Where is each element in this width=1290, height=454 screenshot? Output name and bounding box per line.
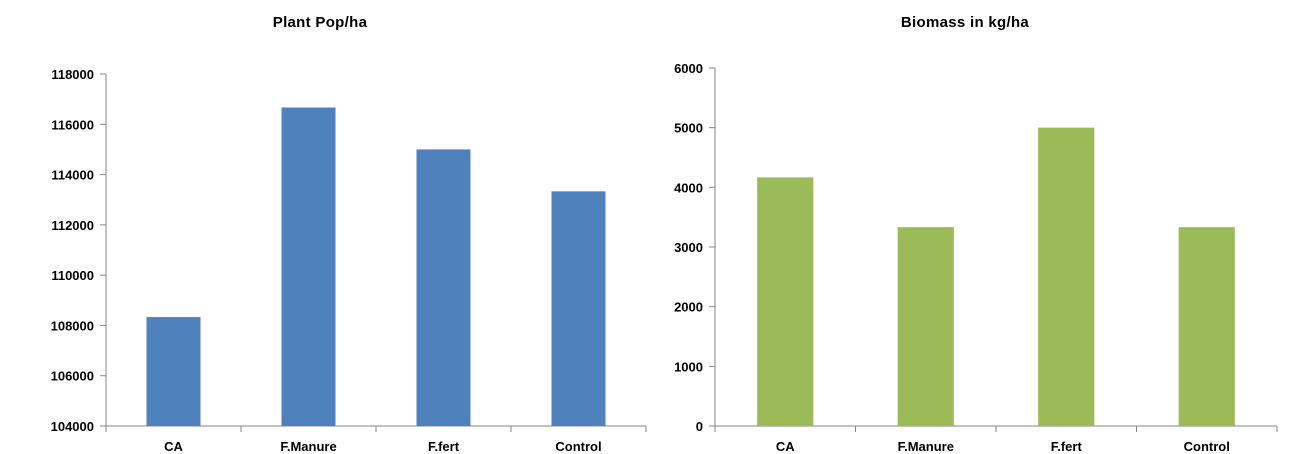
y-tick-label: 108000 (51, 318, 94, 333)
bar-control (551, 191, 606, 426)
y-tick-label: 112000 (51, 218, 94, 233)
y-tick-label: 0 (696, 419, 703, 434)
plant-pop-chart: Plant Pop/ha 104000 106000 108000 110000 112… (0, 0, 647, 454)
x-tick-label: F.Manure (280, 439, 336, 454)
x-tick-label: Control (1184, 439, 1230, 454)
y-tick-label: 5000 (674, 121, 703, 136)
y-tick-label: 1000 (674, 359, 703, 374)
y-tick-label: 118000 (51, 67, 94, 82)
x-tick-label: Control (555, 439, 601, 454)
bar-f-fert (1038, 127, 1095, 427)
x-tick-label: CA (776, 439, 795, 454)
y-tick-label: 106000 (51, 369, 94, 384)
y-tick-label: 4000 (674, 180, 703, 195)
bar-control (1178, 227, 1235, 426)
chart-title: Plant Pop/ha (272, 14, 368, 31)
bar-f-manure (897, 227, 954, 426)
bar-ca (146, 317, 201, 426)
x-tick-label: F.fert (1051, 439, 1083, 454)
x-tick-label: F.Manure (898, 439, 954, 454)
x-tick-label: F.fert (428, 439, 460, 454)
y-tick-label: 2000 (674, 300, 703, 315)
y-tick-label: 104000 (51, 419, 94, 434)
y-tick-label: 116000 (51, 117, 94, 132)
y-tick-label: 3000 (674, 240, 703, 255)
plant-pop-plot: 104000 106000 108000 110000 112000 114000 1160… (51, 67, 647, 454)
y-tick-label: 6000 (674, 61, 703, 76)
y-tick-label: 110000 (51, 268, 94, 283)
y-tick-label: 114000 (51, 168, 94, 183)
biomass-chart: Biomass in kg/ha 0 1000 2000 3000 4000 5000 60… (640, 0, 1290, 454)
bar-f-manure (281, 107, 336, 426)
x-tick-label: CA (164, 439, 183, 454)
bar-f-fert (416, 149, 471, 426)
biomass-plot: 0 1000 2000 3000 4000 5000 6000 CA F.Manure F.fer… (674, 61, 1278, 454)
bar-ca (757, 177, 814, 426)
chart-title: Biomass in kg/ha (900, 14, 1030, 31)
